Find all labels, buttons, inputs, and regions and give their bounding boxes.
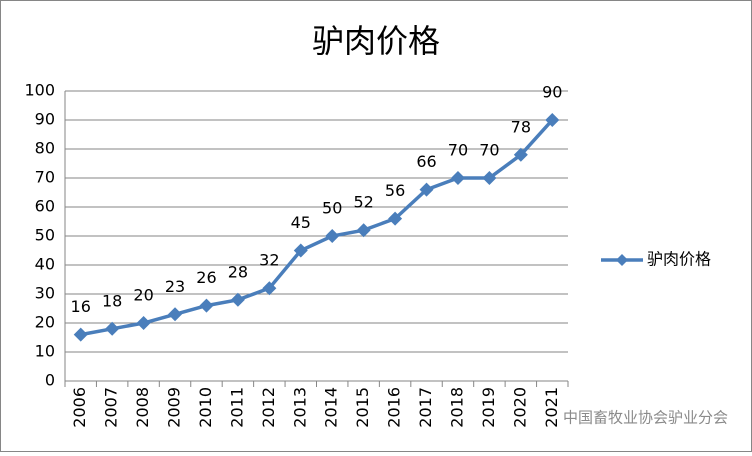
marker <box>388 211 403 226</box>
y-tick-label: 90 <box>35 110 55 129</box>
marker <box>450 171 465 185</box>
data-label: 18 <box>102 291 122 310</box>
data-label: 28 <box>228 262 248 281</box>
data-label: 16 <box>71 297 91 316</box>
x-tick-label: 2013 <box>290 387 309 428</box>
x-tick-label: 2019 <box>479 387 498 428</box>
x-tick-label: 2008 <box>133 387 152 428</box>
marker <box>105 321 120 336</box>
data-label: 32 <box>259 251 279 270</box>
x-tick-label: 2021 <box>542 387 561 428</box>
y-tick-label: 20 <box>35 313 55 332</box>
marker <box>419 182 434 197</box>
data-label: 23 <box>165 277 185 296</box>
marker <box>545 113 560 127</box>
marker <box>73 327 88 342</box>
marker <box>325 229 340 243</box>
data-label: 50 <box>322 199 342 218</box>
x-tick-label: 2010 <box>196 387 215 428</box>
x-tick-label: 2015 <box>353 387 372 428</box>
y-tick-label: 50 <box>35 226 55 245</box>
marker <box>136 316 151 330</box>
y-tick-label: 100 <box>24 81 55 100</box>
x-tick-label: 2020 <box>510 387 529 428</box>
y-tick-label: 70 <box>35 168 55 187</box>
marker <box>199 298 214 313</box>
data-label: 20 <box>133 286 153 305</box>
data-label: 90 <box>542 83 562 102</box>
data-label: 52 <box>353 193 373 212</box>
marker <box>482 171 497 185</box>
y-tick-label: 40 <box>35 255 55 274</box>
data-label: 45 <box>291 213 311 232</box>
data-label: 70 <box>479 141 499 160</box>
data-label: 66 <box>416 152 436 171</box>
data-label: 70 <box>448 141 468 160</box>
legend-label: 驴肉价格 <box>647 250 711 269</box>
y-tick-label: 0 <box>45 371 55 390</box>
y-tick-label: 80 <box>35 139 55 158</box>
y-tick-label: 30 <box>35 284 55 303</box>
marker <box>230 292 245 307</box>
marker <box>293 243 308 258</box>
marker <box>262 281 277 296</box>
x-tick-label: 2012 <box>259 387 278 428</box>
marker <box>356 223 371 238</box>
chart-title: 驴肉价格 <box>312 22 440 60</box>
line <box>80 118 554 337</box>
x-tick-label: 2009 <box>165 387 184 428</box>
x-tick-label: 2018 <box>447 387 466 428</box>
data-label: 56 <box>385 181 405 200</box>
x-tick-label: 2006 <box>70 387 89 428</box>
data-label: 78 <box>511 117 531 136</box>
watermark: 中国畜牧业协会驴业分会 <box>563 409 728 427</box>
x-tick-label: 2014 <box>322 387 341 428</box>
y-tick-label: 10 <box>35 342 55 361</box>
x-tick-label: 2011 <box>227 387 246 428</box>
marker <box>513 147 528 162</box>
x-tick-label: 2016 <box>385 387 404 428</box>
legend-marker <box>616 254 628 266</box>
x-tick-label: 2007 <box>102 387 121 428</box>
x-tick-label: 2017 <box>416 387 435 428</box>
marker <box>168 307 183 322</box>
data-label: 26 <box>196 268 216 287</box>
y-tick-label: 60 <box>35 197 55 216</box>
